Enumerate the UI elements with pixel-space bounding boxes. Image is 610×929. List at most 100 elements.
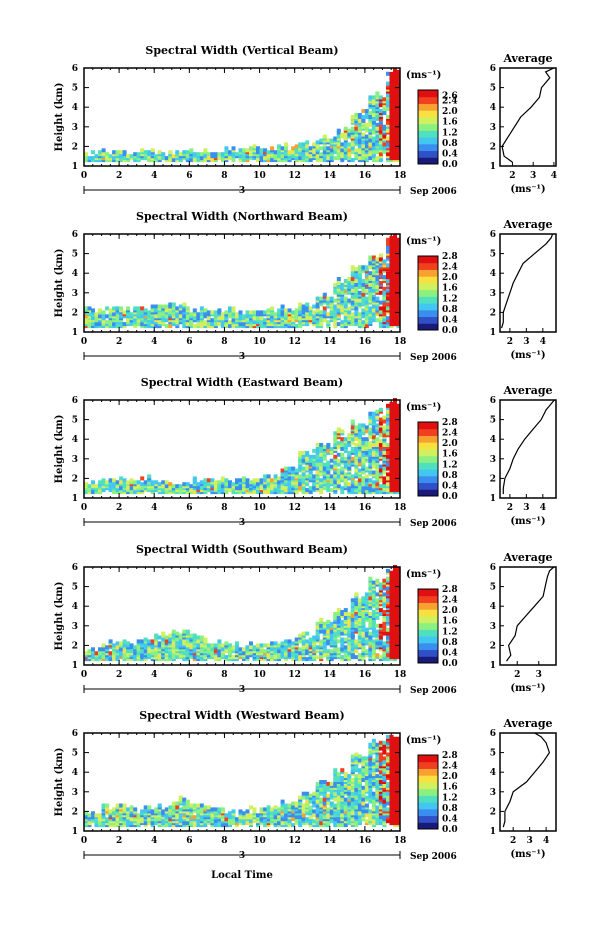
- heatmap-cell: [312, 482, 317, 487]
- heatmap-cell: [298, 316, 303, 321]
- heatmap-cell: [364, 109, 369, 114]
- heatmap-cell: [368, 458, 373, 463]
- heatmap-cell: [112, 150, 117, 155]
- heatmap-cell: [136, 813, 141, 818]
- colorbar-tick-label: 2.0: [442, 273, 458, 283]
- heatmap-cell: [94, 813, 99, 818]
- heatmap-cell: [161, 631, 166, 636]
- x-tick-label: 6: [186, 503, 192, 513]
- heatmap-cell: [196, 809, 201, 814]
- heatmap-cell: [357, 277, 362, 281]
- colorbar-tick-label: 2.4: [442, 97, 458, 107]
- x-tick-label: 12: [288, 670, 301, 680]
- x-tick-label: 4: [151, 670, 157, 680]
- x-tick-label: 18: [394, 337, 407, 347]
- average-x-tick-label: 3: [523, 503, 529, 513]
- heatmap-cell: [280, 304, 285, 309]
- heatmap-cell: [210, 478, 215, 483]
- heatmap-cell: [115, 649, 120, 654]
- heatmap-cell: [364, 304, 369, 309]
- heatmap-cell: [368, 647, 373, 652]
- heatmap-cell: [386, 249, 390, 254]
- heatmap-cell: [287, 482, 292, 487]
- heatmap-cell: [322, 318, 327, 323]
- heatmap-cell: [91, 308, 95, 313]
- colorbar-swatch: [418, 642, 438, 651]
- heatmap-cell: [312, 150, 317, 155]
- heatmap-cell: [305, 657, 310, 662]
- heatmap-cell: [199, 803, 204, 808]
- heatmap-cell: [161, 809, 166, 814]
- heatmap-cell: [319, 318, 324, 323]
- heatmap-cell: [371, 130, 376, 135]
- heatmap-cell: [164, 324, 169, 329]
- heatmap-cell: [84, 314, 88, 319]
- heatmap-cell: [333, 460, 338, 465]
- heatmap-cell: [343, 279, 348, 283]
- heatmap-cell: [294, 144, 299, 149]
- heatmap-cell: [192, 308, 197, 313]
- heatmap-cell: [119, 480, 124, 485]
- heatmap-cell: [350, 419, 355, 424]
- heatmap-cell: [347, 298, 352, 303]
- heatmap-cell: [368, 156, 373, 161]
- heatmap-cell: [108, 154, 113, 159]
- heatmap-cell: [133, 306, 138, 311]
- heatmap-cell: [396, 69, 401, 74]
- heatmap-cell: [108, 488, 113, 493]
- heatmap-cell: [340, 443, 345, 447]
- heatmap-cell: [322, 649, 327, 654]
- heatmap-cell: [284, 466, 289, 471]
- heatmap-cell: [382, 598, 387, 603]
- x-tick-label: 16: [359, 503, 372, 513]
- heatmap-cell: [336, 615, 341, 620]
- heatmap-cell: [122, 322, 127, 327]
- heatmap-cell: [319, 452, 324, 457]
- y-tick-label: 1: [72, 494, 78, 504]
- heatmap-cell: [386, 635, 390, 640]
- heatmap-cell: [347, 486, 352, 491]
- x-tick-label: 0: [81, 337, 87, 347]
- heatmap-cell: [301, 450, 306, 455]
- colorbar-swatch: [418, 96, 438, 104]
- heatmap-cell: [154, 807, 159, 812]
- heatmap-cell: [329, 641, 334, 646]
- x-tick-label: 14: [324, 670, 337, 680]
- heatmap-cell: [238, 478, 243, 483]
- colorbar-swatch: [418, 629, 438, 637]
- heatmap-cell: [382, 111, 387, 115]
- heatmap-cell: [371, 464, 376, 469]
- y-tick-label: 3: [72, 455, 78, 465]
- heatmap-cell: [87, 324, 92, 329]
- x-tick-label: 6: [186, 670, 192, 680]
- heatmap-cell: [343, 653, 348, 658]
- heatmap-cell: [382, 480, 387, 485]
- heatmap-cell: [312, 448, 317, 453]
- heatmap-cell: [364, 482, 369, 487]
- heatmap-cell: [340, 452, 345, 457]
- heatmap-cell: [119, 306, 124, 311]
- heatmap-cell: [249, 310, 253, 315]
- heatmap-cell: [284, 152, 289, 157]
- y-tick-label: 4: [72, 435, 78, 445]
- heatmap-cell: [368, 419, 373, 424]
- heatmap-cell: [154, 633, 159, 638]
- heatmap-cell: [361, 480, 366, 485]
- heatmap-cell: [171, 158, 176, 163]
- heatmap-cell: [305, 639, 310, 644]
- heatmap-cell: [284, 142, 289, 147]
- y-tick-label: 5: [72, 84, 78, 94]
- heatmap-cell: [210, 807, 215, 812]
- heatmap-cell: [361, 302, 366, 307]
- heatmap-cell: [308, 486, 313, 491]
- heatmap-cell: [312, 474, 317, 479]
- heatmap-cell: [361, 437, 366, 442]
- heatmap-cell: [326, 296, 331, 301]
- heatmap-cell: [354, 627, 359, 632]
- heatmap-cell: [98, 813, 102, 818]
- heatmap-cell: [329, 478, 334, 483]
- heatmap-cell: [326, 443, 331, 447]
- heatmap-cell: [84, 156, 88, 161]
- heatmap-cell: [87, 306, 92, 311]
- heatmap-cell: [336, 647, 341, 652]
